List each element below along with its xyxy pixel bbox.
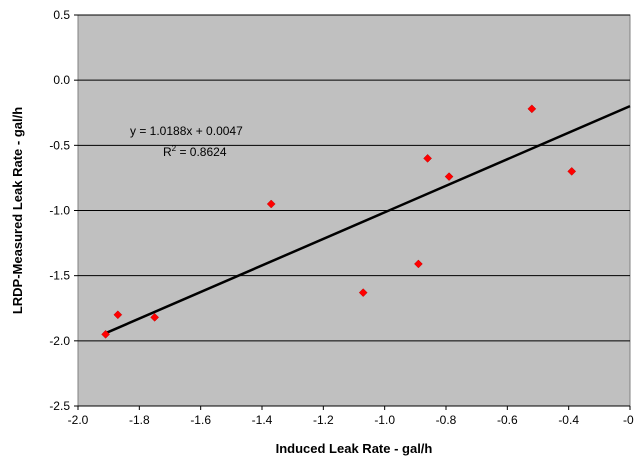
data-point: [527, 104, 537, 114]
r-squared-exponent: 2: [172, 144, 177, 153]
y-tick-label: -2.0: [49, 334, 70, 348]
data-point: [266, 199, 276, 209]
r-squared-value: = 0.8624: [176, 145, 227, 159]
x-tick-label: -0.6: [497, 413, 518, 427]
x-tick-label: -0.4: [558, 413, 579, 427]
y-tick-label: -1.5: [49, 269, 70, 283]
y-tick-label: 0.5: [53, 8, 70, 22]
y-axis-ticks: 0.5 0.0 -0.5 -1.0 -1.5 -2.0 -2.5: [49, 8, 78, 413]
data-point: [150, 313, 160, 322]
trendline-equation: y = 1.0188x + 0.0047: [130, 124, 243, 138]
y-tick-label: 0.0: [53, 73, 70, 87]
data-point: [567, 167, 577, 176]
x-tick-label: -1.0: [374, 413, 395, 427]
data-point: [358, 288, 368, 297]
y-axis-title: LRDP-Measured Leak Rate - gal/h: [10, 107, 25, 314]
y-tick-label: -2.5: [49, 399, 70, 413]
trendline: [105, 104, 631, 335]
data-point: [414, 259, 423, 269]
data-points: [101, 104, 577, 339]
x-tick-label: -0.8: [436, 413, 457, 427]
x-tick-label: -1.6: [190, 413, 211, 427]
x-axis-title: Induced Leak Rate - gal/h: [276, 441, 433, 456]
r-squared-label: R2 = 0.8624: [163, 144, 227, 159]
data-point: [444, 172, 454, 181]
r-squared-r: R: [163, 145, 172, 159]
x-axis-ticks: -2.0 -1.8 -1.6 -1.4 -1.2 -1.0 -0.8 -0.6 -0.4 -0.: [68, 406, 634, 427]
x-tick-label: -0.: [623, 413, 634, 427]
x-tick-label: -2.0: [68, 413, 89, 427]
data-point: [101, 329, 110, 339]
x-tick-label: -1.8: [129, 413, 150, 427]
gridlines: [78, 14, 630, 407]
x-tick-label: -1.2: [313, 413, 334, 427]
data-point: [113, 310, 123, 320]
x-tick-label: -1.4: [252, 413, 273, 427]
y-tick-label: -0.5: [49, 138, 70, 152]
y-tick-label: -1.0: [49, 204, 70, 218]
data-point: [423, 154, 432, 163]
